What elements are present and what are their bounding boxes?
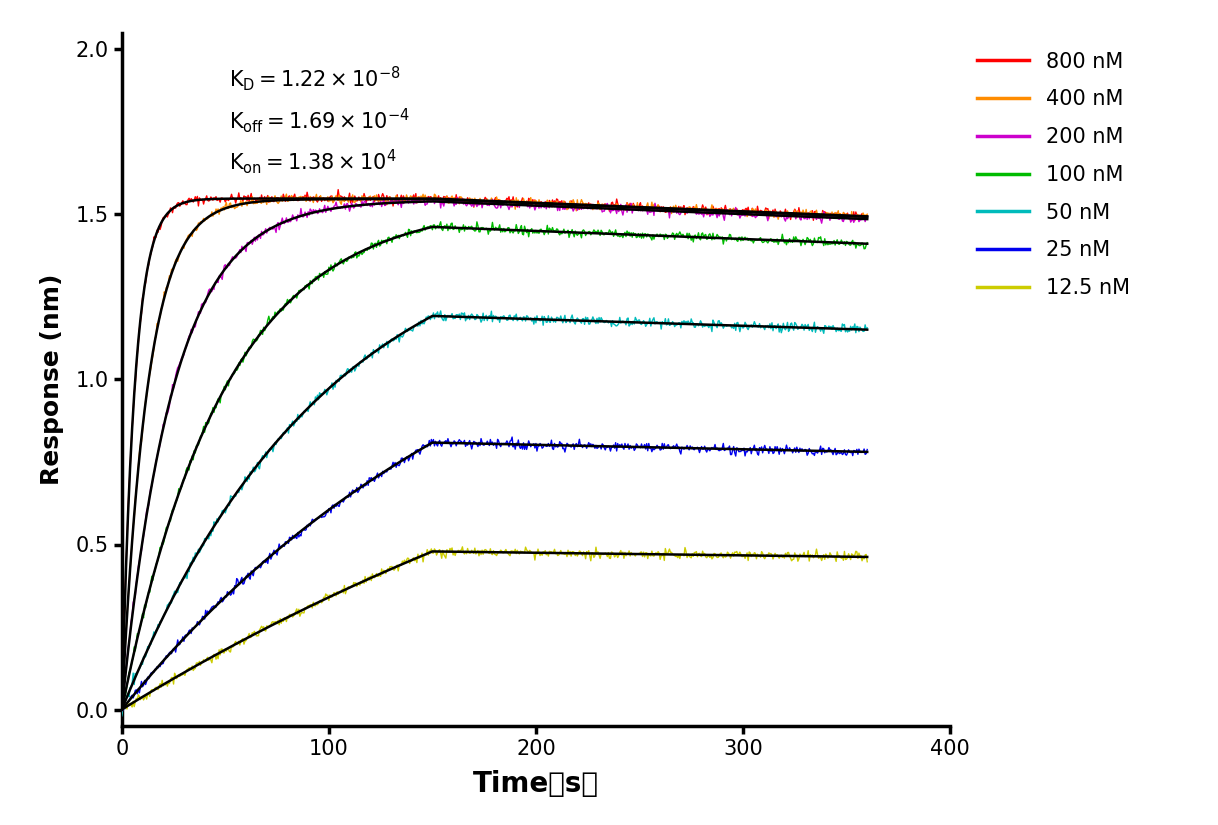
400 nM [793, 210, 808, 220]
100 nM [554, 229, 569, 238]
100 nM [628, 229, 643, 238]
Text: $\mathregular{K_{off}=1.69\times10^{-4}}$: $\mathregular{K_{off}=1.69\times10^{-4}}… [229, 106, 410, 134]
Text: $\mathregular{K_{on}=1.38\times10^{4}}$: $\mathregular{K_{on}=1.38\times10^{4}}$ [229, 148, 397, 177]
25 nM [554, 438, 569, 448]
25 nM [481, 438, 496, 448]
200 nM [482, 200, 497, 210]
25 nM [114, 706, 129, 716]
200 nM [628, 202, 643, 212]
200 nM [860, 213, 875, 223]
100 nM [793, 235, 808, 245]
100 nM [114, 702, 129, 712]
Line: 50 nM: 50 nM [122, 311, 867, 716]
X-axis label: Time（s）: Time（s） [473, 771, 599, 799]
Legend: 800 nM, 400 nM, 200 nM, 100 nM, 50 nM, 25 nM, 12.5 nM: 800 nM, 400 nM, 200 nM, 100 nM, 50 nM, 2… [968, 44, 1138, 306]
Line: 400 nM: 400 nM [122, 194, 867, 714]
800 nM [628, 205, 643, 214]
800 nM [278, 196, 292, 206]
200 nM [311, 209, 325, 219]
50 nM [311, 390, 325, 400]
25 nM [793, 443, 808, 453]
400 nM [312, 194, 326, 204]
800 nM [311, 197, 325, 207]
Line: 100 nM: 100 nM [122, 222, 867, 707]
12.5 nM [628, 551, 643, 561]
200 nM [554, 199, 569, 209]
50 nM [434, 306, 448, 316]
50 nM [860, 323, 875, 332]
400 nM [860, 210, 875, 219]
400 nM [628, 202, 643, 212]
200 nM [278, 217, 292, 227]
400 nM [278, 192, 292, 202]
12.5 nM [554, 549, 569, 559]
Line: 12.5 nM: 12.5 nM [122, 547, 867, 711]
50 nM [554, 315, 569, 325]
Line: 800 nM: 800 nM [122, 190, 867, 709]
800 nM [114, 704, 129, 714]
800 nM [860, 210, 875, 220]
12.5 nM [793, 549, 808, 559]
100 nM [860, 238, 875, 248]
12.5 nM [114, 706, 129, 716]
100 nM [434, 217, 448, 227]
200 nM [114, 704, 129, 714]
12.5 nM [860, 557, 875, 567]
50 nM [482, 311, 497, 321]
800 nM [331, 185, 346, 195]
Y-axis label: Response (nm): Response (nm) [40, 274, 65, 485]
800 nM [793, 209, 808, 219]
50 nM [628, 313, 643, 323]
12.5 nM [278, 614, 292, 624]
12.5 nM [311, 600, 325, 610]
100 nM [482, 224, 497, 234]
Line: 25 nM: 25 nM [122, 437, 867, 711]
400 nM [482, 200, 497, 210]
50 nM [114, 711, 129, 721]
25 nM [628, 444, 643, 454]
800 nM [554, 196, 569, 205]
100 nM [278, 299, 292, 309]
Line: 200 nM: 200 nM [122, 197, 867, 709]
800 nM [482, 198, 497, 208]
400 nM [114, 709, 129, 719]
25 nM [504, 432, 519, 442]
25 nM [278, 537, 292, 547]
400 nM [554, 202, 569, 212]
50 nM [793, 323, 808, 332]
12.5 nM [482, 549, 497, 559]
200 nM [449, 192, 464, 202]
100 nM [311, 271, 325, 281]
Text: $\mathregular{K_D=1.22\times10^{-8}}$: $\mathregular{K_D=1.22\times10^{-8}}$ [229, 64, 401, 93]
12.5 nM [456, 542, 470, 552]
25 nM [311, 513, 325, 523]
400 nM [279, 189, 294, 199]
200 nM [793, 214, 808, 224]
25 nM [860, 445, 875, 455]
50 nM [278, 428, 292, 438]
